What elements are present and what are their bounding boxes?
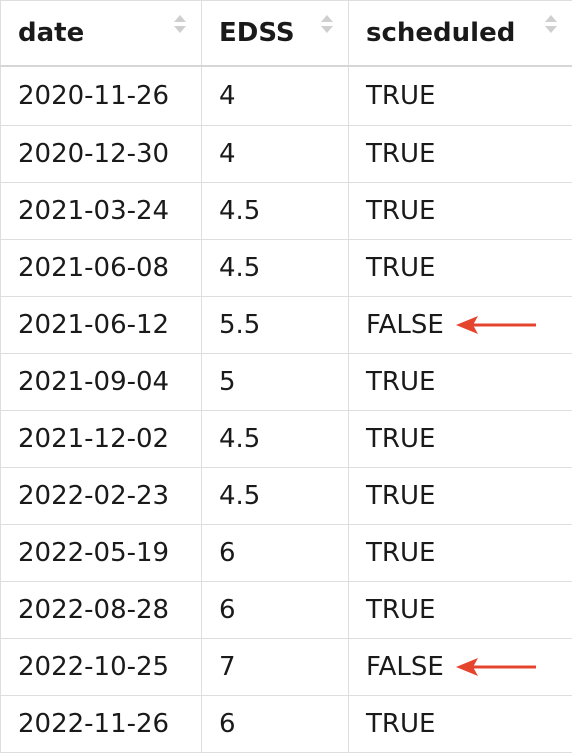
scheduled-value: TRUE (366, 595, 436, 625)
scheduled-value: FALSE (366, 310, 444, 340)
cell-scheduled: FALSE (348, 638, 572, 696)
scheduled-value: TRUE (366, 538, 436, 568)
table-row: 2022-11-26 6 TRUE (0, 695, 572, 753)
scheduled-value: TRUE (366, 709, 436, 739)
cell-scheduled: TRUE (348, 353, 572, 411)
cell-edss: 6 (201, 695, 349, 753)
column-header-label: EDSS (219, 18, 295, 48)
column-header-date[interactable]: date (0, 0, 202, 67)
cell-edss: 6 (201, 524, 349, 582)
cell-date: 2022-10-25 (0, 638, 202, 696)
scheduled-value: TRUE (366, 81, 436, 111)
cell-edss: 4.5 (201, 182, 349, 240)
cell-content: TRUE (366, 538, 572, 568)
cell-edss: 4 (201, 125, 349, 183)
table-row: 2022-02-23 4.5 TRUE (0, 467, 572, 525)
sort-arrows-icon[interactable] (544, 14, 558, 34)
cell-edss: 4.5 (201, 410, 349, 468)
cell-date: 2021-09-04 (0, 353, 202, 411)
cell-content: TRUE (366, 424, 572, 454)
sort-arrows-icon[interactable] (173, 14, 187, 34)
cell-content: TRUE (366, 81, 572, 111)
cell-content: TRUE (366, 595, 572, 625)
cell-scheduled: TRUE (348, 581, 572, 639)
table-row: 2020-12-30 4 TRUE (0, 125, 572, 183)
cell-scheduled: FALSE (348, 296, 572, 354)
cell-scheduled: TRUE (348, 695, 572, 753)
cell-date: 2022-02-23 (0, 467, 202, 525)
cell-content: TRUE (366, 253, 572, 283)
cell-content: FALSE (366, 310, 572, 340)
table-row: 2022-05-19 6 TRUE (0, 524, 572, 582)
cell-scheduled: TRUE (348, 524, 572, 582)
cell-scheduled: TRUE (348, 467, 572, 525)
sort-arrows-icon[interactable] (320, 14, 334, 34)
cell-scheduled: TRUE (348, 239, 572, 297)
scheduled-value: TRUE (366, 367, 436, 397)
cell-date: 2021-06-08 (0, 239, 202, 297)
column-header-scheduled[interactable]: scheduled (348, 0, 572, 67)
cell-edss: 4.5 (201, 239, 349, 297)
table-row: 2021-06-12 5.5 FALSE (0, 296, 572, 354)
cell-date: 2020-12-30 (0, 125, 202, 183)
cell-scheduled: TRUE (348, 125, 572, 183)
column-header-edss[interactable]: EDSS (201, 0, 349, 67)
left-arrow-icon (455, 658, 536, 676)
scheduled-value: TRUE (366, 253, 436, 283)
table-row: 2021-06-08 4.5 TRUE (0, 239, 572, 297)
table-row: 2021-12-02 4.5 TRUE (0, 410, 572, 468)
table-row: 2022-08-28 6 TRUE (0, 581, 572, 639)
cell-date: 2021-06-12 (0, 296, 202, 354)
cell-date: 2020-11-26 (0, 65, 202, 126)
cell-date: 2021-12-02 (0, 410, 202, 468)
column-header-label: date (18, 18, 85, 48)
scheduled-value: TRUE (366, 196, 436, 226)
cell-edss: 5 (201, 353, 349, 411)
table-body: 2020-11-26 4 TRUE 2020-12-30 4 TRUE 2021-03-24… (0, 65, 572, 753)
column-header-label: scheduled (366, 18, 516, 48)
cell-edss: 4.5 (201, 467, 349, 525)
scheduled-value: FALSE (366, 652, 444, 682)
cell-edss: 7 (201, 638, 349, 696)
table-row: 2022-10-25 7 FALSE (0, 638, 572, 696)
cell-content: FALSE (366, 652, 572, 682)
table-row: 2021-09-04 5 TRUE (0, 353, 572, 411)
scheduled-value: TRUE (366, 481, 436, 511)
table-row: 2020-11-26 4 TRUE (0, 65, 572, 126)
cell-date: 2022-08-28 (0, 581, 202, 639)
cell-scheduled: TRUE (348, 410, 572, 468)
cell-date: 2022-05-19 (0, 524, 202, 582)
cell-edss: 4 (201, 65, 349, 126)
cell-date: 2022-11-26 (0, 695, 202, 753)
scheduled-value: TRUE (366, 424, 436, 454)
cell-edss: 6 (201, 581, 349, 639)
table-row: 2021-03-24 4.5 TRUE (0, 182, 572, 240)
cell-scheduled: TRUE (348, 65, 572, 126)
cell-content: TRUE (366, 139, 572, 169)
cell-content: TRUE (366, 196, 572, 226)
cell-scheduled: TRUE (348, 182, 572, 240)
scheduled-value: TRUE (366, 139, 436, 169)
cell-content: TRUE (366, 709, 572, 739)
left-arrow-icon (455, 316, 536, 334)
cell-content: TRUE (366, 481, 572, 511)
cell-content: TRUE (366, 367, 572, 397)
header-row: date EDSS scheduled (0, 0, 572, 67)
cell-edss: 5.5 (201, 296, 349, 354)
cell-date: 2021-03-24 (0, 182, 202, 240)
